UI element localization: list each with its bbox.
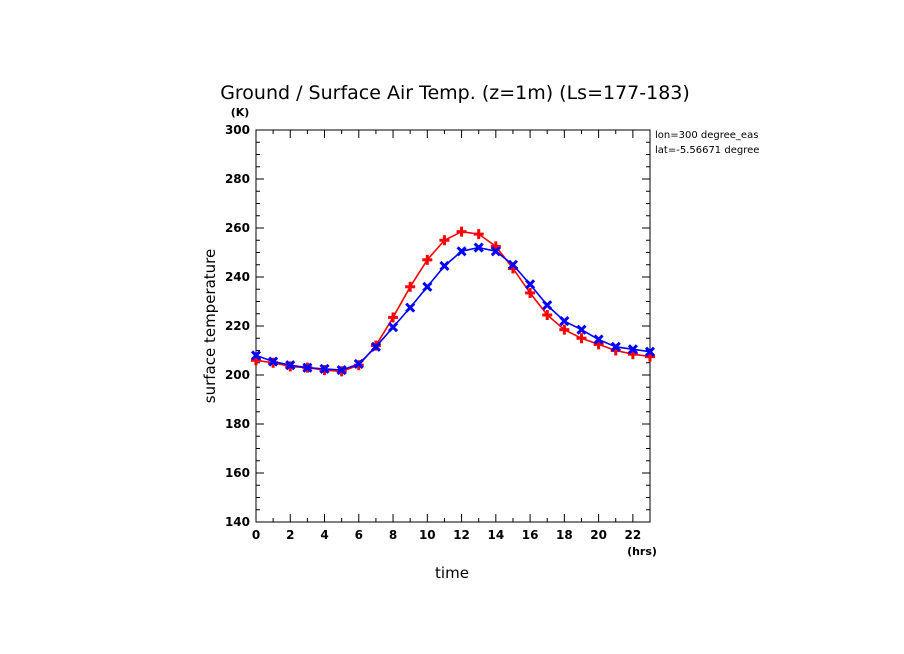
data-point	[456, 246, 467, 257]
data-point	[542, 309, 553, 320]
plot-area: 140 160 180 200 220 240 260 280 300 0 2 4 6 8 10 12 14 16…	[225, 123, 651, 542]
data-point	[627, 344, 638, 355]
marker-stroke	[559, 316, 570, 327]
marker-stroke	[268, 356, 279, 367]
data-point	[422, 254, 433, 265]
marker-stroke	[405, 302, 416, 313]
x-tick-label: 22	[625, 528, 642, 542]
data-point	[559, 316, 570, 327]
x-tick-label: 16	[522, 528, 539, 542]
data-point	[507, 259, 519, 270]
y-tick-label: 260	[225, 221, 250, 235]
x-unit-label: (hrs)	[627, 545, 657, 558]
marker-stroke	[336, 365, 347, 376]
y-tick-label: 200	[225, 368, 250, 382]
marker-stroke	[285, 360, 296, 371]
x-tick-label: 6	[355, 528, 363, 542]
y-tick-label: 160	[225, 466, 250, 480]
marker-stroke	[370, 341, 381, 352]
y-tick-label: 180	[225, 417, 250, 431]
x-tick-label: 12	[453, 528, 470, 542]
data-point	[250, 350, 262, 361]
data-point	[285, 360, 296, 371]
data-point	[370, 341, 381, 352]
data-point	[268, 356, 279, 367]
marker-stroke	[490, 246, 501, 257]
data-point	[302, 362, 313, 373]
marker-stroke	[525, 279, 536, 290]
data-point	[525, 279, 536, 290]
data-point	[456, 226, 467, 237]
data-point	[353, 358, 364, 370]
marker-stroke	[319, 363, 330, 374]
data-point	[593, 334, 604, 345]
data-point	[490, 246, 501, 257]
marker-stroke	[627, 344, 638, 355]
plot-frame	[255, 129, 651, 523]
chart-title: Ground / Surface Air Temp. (z=1m) (Ls=17…	[220, 82, 690, 104]
data-point	[559, 324, 570, 335]
data-point	[525, 287, 536, 298]
x-tick-label: 2	[286, 528, 294, 542]
marker-stroke	[250, 350, 262, 361]
annotation-lon: lon=300 degree_eas	[655, 130, 758, 141]
data-point	[336, 365, 347, 376]
series-line-1	[255, 230, 651, 373]
marker-stroke	[422, 281, 433, 292]
marker-stroke	[302, 362, 313, 373]
y-tick-label: 220	[225, 319, 250, 333]
x-tick-label: 0	[252, 528, 260, 542]
y-tick-label: 240	[225, 270, 250, 284]
x-tick-label: 10	[419, 528, 436, 542]
y-unit-label: (K)	[231, 106, 250, 119]
marker-stroke	[439, 260, 450, 272]
marker-stroke	[456, 246, 467, 257]
data-point	[542, 300, 553, 311]
data-point	[387, 322, 399, 333]
data-point	[319, 363, 330, 374]
marker-stroke	[610, 341, 621, 352]
data-point	[439, 260, 450, 272]
data-point	[439, 235, 450, 246]
marker-stroke	[473, 242, 484, 253]
marker-stroke	[387, 322, 399, 333]
annotation-lat: lat=-5.56671 degree	[655, 145, 759, 156]
data-point	[473, 242, 484, 253]
series-line-2	[255, 246, 651, 371]
data-point	[388, 312, 399, 323]
data-point	[405, 302, 416, 313]
x-tick-label: 14	[487, 528, 504, 542]
marker-stroke	[542, 300, 553, 311]
marker-stroke	[507, 259, 519, 270]
x-tick-label: 20	[590, 528, 607, 542]
x-axis-label: time	[435, 564, 469, 582]
y-tick-label: 300	[225, 123, 250, 137]
y-tick-label: 280	[225, 172, 250, 186]
data-point	[610, 341, 621, 352]
y-axis-label: surface temperature	[201, 249, 219, 404]
data-point	[644, 346, 656, 357]
marker-stroke	[593, 334, 604, 345]
x-tick-label: 18	[556, 528, 573, 542]
data-point	[576, 324, 587, 335]
y-tick-label: 140	[225, 515, 250, 529]
data-point	[422, 281, 433, 292]
marker-stroke	[353, 358, 364, 370]
series-layer	[250, 226, 656, 377]
marker-stroke	[576, 324, 587, 335]
marker-stroke	[644, 346, 656, 357]
data-point	[473, 229, 484, 240]
x-tick-label: 4	[320, 528, 328, 542]
x-tick-label: 8	[389, 528, 397, 542]
data-point	[405, 281, 416, 292]
data-point	[576, 333, 587, 344]
